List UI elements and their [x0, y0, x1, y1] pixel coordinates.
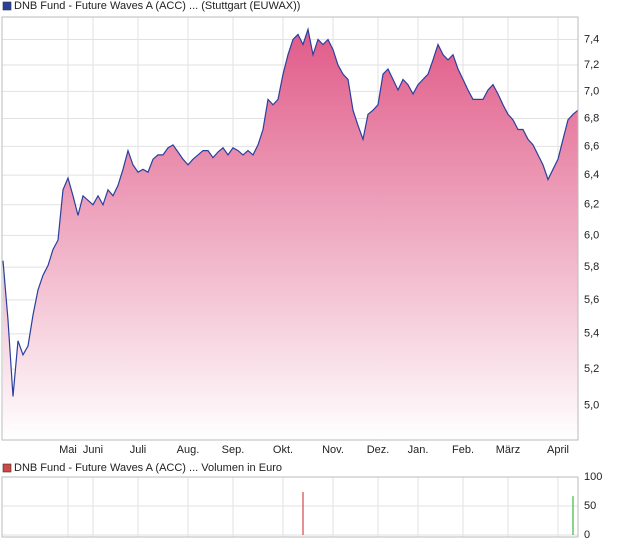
price-area — [3, 29, 578, 441]
plot-frame — [1, 476, 579, 538]
x-tick-label: Jan. — [408, 444, 429, 456]
y-tick-label: 7,0 — [584, 85, 599, 97]
y-tick-label: 6,2 — [584, 199, 599, 211]
legend-label: DNB Fund - Future Waves A (ACC) ... (Stu… — [14, 0, 300, 12]
y-tick-label: 0 — [584, 529, 590, 541]
y-tick-label: 6,4 — [584, 169, 599, 181]
y-tick-label: 5,2 — [584, 363, 599, 375]
x-tick-label: Feb. — [452, 444, 474, 456]
volume-bar — [572, 496, 574, 535]
y-tick-label: 6,8 — [584, 112, 599, 124]
x-tick-label: Nov. — [322, 444, 344, 456]
x-tick-label: Okt. — [273, 444, 293, 456]
y-tick-label: 5,8 — [584, 261, 599, 273]
x-tick-label: Dez. — [367, 444, 390, 456]
y-tick-label: 5,6 — [584, 294, 599, 306]
legend-swatch — [2, 1, 12, 11]
y-tick-label: 100 — [584, 471, 602, 483]
x-tick-label: Juni — [83, 444, 103, 456]
y-tick-label: 6,6 — [584, 140, 599, 152]
price-line — [2, 27, 579, 397]
y-tick-label: 50 — [584, 500, 596, 512]
plot-frame — [1, 16, 579, 441]
x-tick-label: März — [496, 444, 520, 456]
x-tick-label: Sep. — [222, 444, 245, 456]
x-tick-label: Juli — [130, 444, 147, 456]
y-tick-label: 5,0 — [584, 400, 599, 412]
volume-bar — [302, 492, 304, 535]
x-tick-label: Mai — [59, 444, 77, 456]
legend-swatch — [2, 463, 12, 473]
legend-label: DNB Fund - Future Waves A (ACC) ... Volu… — [14, 462, 282, 474]
y-tick-label: 7,4 — [584, 33, 599, 45]
x-tick-label: April — [547, 444, 569, 456]
y-tick-label: 6,0 — [584, 229, 599, 241]
x-tick-label: Aug. — [177, 444, 200, 456]
y-tick-label: 5,4 — [584, 328, 599, 340]
y-tick-label: 7,2 — [584, 59, 599, 71]
